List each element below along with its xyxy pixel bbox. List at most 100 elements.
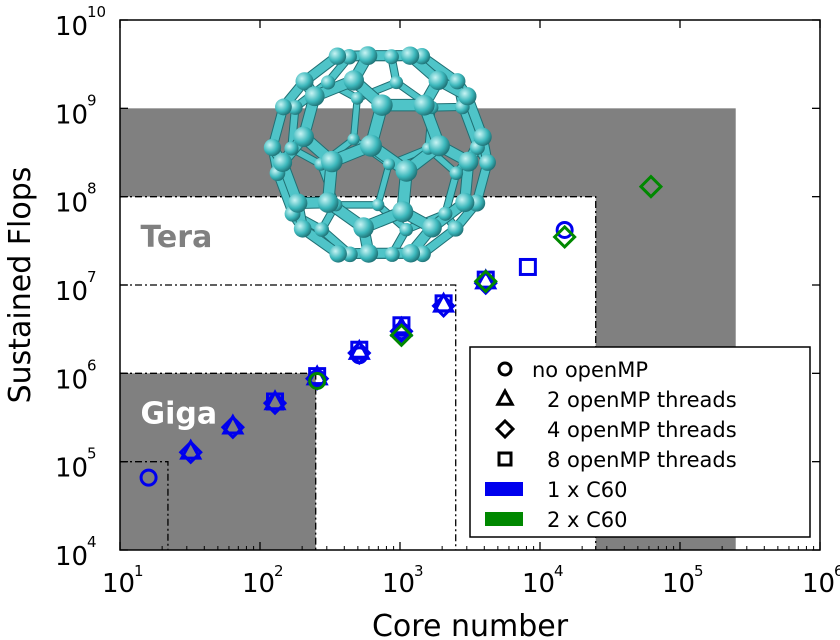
- legend-marker-diamond: [494, 418, 516, 440]
- c60-atom: [263, 138, 282, 157]
- c60-molecule-image: [263, 46, 496, 263]
- data-points: [139, 174, 664, 487]
- c60-atom: [295, 72, 314, 91]
- legend-item-label: 2 openMP threads: [547, 388, 737, 412]
- legend-box: [469, 346, 811, 538]
- y-tick-label: 10: [55, 100, 88, 130]
- c60-bond: [375, 161, 392, 208]
- c60-atom: [360, 134, 382, 157]
- data-point-diamond: [552, 224, 577, 250]
- y-tick-exponent: 5: [87, 445, 97, 463]
- c60-atom: [422, 217, 442, 238]
- c60-atom: [288, 193, 308, 213]
- c60-atom: [382, 158, 396, 171]
- region-boundaries: Peta Tera Giga: [120, 43, 597, 550]
- c60-atom: [343, 70, 364, 91]
- c60-atom: [400, 46, 420, 65]
- data-point-square: [434, 294, 453, 313]
- y-tick-exponent: 6: [87, 356, 97, 374]
- x-tick-label: 10: [242, 569, 275, 599]
- c60-atom: [413, 94, 435, 116]
- c60-atom: [347, 133, 360, 146]
- c60-atom: [371, 198, 385, 212]
- region-label-giga: Giga: [140, 397, 217, 432]
- x-tick-label: 10: [522, 569, 555, 599]
- region-boundary: [120, 461, 169, 550]
- y-tick-exponent: 8: [87, 180, 97, 198]
- c60-atom: [321, 150, 343, 173]
- c60-atom: [284, 141, 299, 156]
- legend-item-label: 2 x C60: [547, 508, 628, 532]
- y-tick-label: 10: [55, 365, 88, 395]
- c60-atom: [275, 98, 292, 116]
- x-tick-exponent: 1: [134, 562, 144, 580]
- data-point-square: [392, 316, 411, 335]
- data-point-diamond: [389, 323, 414, 348]
- data-point-square: [350, 340, 369, 359]
- c60-atom: [473, 127, 492, 146]
- c60-atom: [329, 245, 347, 263]
- y-tick-label: 10: [55, 277, 88, 307]
- c60-atom: [358, 46, 378, 66]
- legend-item-label: 1 x C60: [547, 478, 628, 502]
- c60-atom: [458, 151, 479, 172]
- c60-atom: [447, 220, 464, 237]
- legend-marker-square: [497, 451, 513, 467]
- x-axis-label: Core number: [372, 609, 569, 640]
- c60-atom: [383, 49, 399, 65]
- c60-atom: [449, 73, 466, 90]
- y-tick-label: 10: [55, 12, 88, 42]
- legend-item-label: 8 openMP threads: [547, 448, 737, 472]
- x-tick-label: 10: [102, 569, 135, 599]
- data-point-circle: [308, 371, 327, 390]
- y-axis-label: Sustained Flops: [3, 167, 38, 404]
- c60-atom: [458, 87, 477, 106]
- c60-atom: [317, 192, 339, 213]
- data-point-diamond: [220, 415, 245, 440]
- c60-atom: [353, 217, 374, 238]
- c60-atom: [384, 246, 400, 262]
- x-tick-exponent: 3: [414, 562, 424, 580]
- y-tick-label: 10: [55, 189, 88, 219]
- region-label-tera: Tera: [140, 220, 212, 255]
- c60-atom: [328, 47, 347, 65]
- c60-atom: [399, 222, 414, 237]
- x-tick-exponent: 2: [274, 562, 284, 580]
- x-tick-exponent: 4: [554, 562, 564, 580]
- c60-atom: [293, 126, 314, 148]
- y-tick-label: 10: [55, 454, 88, 484]
- c60-atom: [293, 219, 312, 238]
- c60-atom: [428, 70, 448, 91]
- c60-atom: [479, 154, 496, 171]
- x-tick-exponent: 5: [694, 562, 704, 580]
- region-label-peta: Peta: [140, 43, 217, 78]
- data-point-circle: [139, 468, 158, 487]
- data-point-diamond: [638, 174, 664, 199]
- c60-atom: [350, 91, 364, 105]
- c60-atom: [392, 201, 414, 223]
- c60-atom: [401, 243, 421, 263]
- legend: no openMP 2 openMP threads 4 openMP thread…: [469, 346, 811, 538]
- y-tick-exponent: 4: [87, 533, 97, 551]
- c60-atom: [428, 135, 450, 157]
- c60-atom: [389, 75, 404, 90]
- data-point-triangle: [179, 438, 203, 460]
- data-point-square: [518, 257, 537, 276]
- y-tick-label: 10: [55, 542, 88, 572]
- c60-atom: [455, 192, 475, 213]
- legend-marker-triangle: [495, 387, 515, 406]
- data-point-diamond: [473, 269, 498, 294]
- legend-item-label: 4 openMP threads: [547, 418, 737, 442]
- region-band-4: [120, 461, 168, 550]
- c60-atom: [314, 222, 330, 237]
- region-boundary: [120, 284, 457, 550]
- y-tick-exponent: 10: [87, 3, 106, 21]
- data-point-diamond: [178, 440, 203, 465]
- y-tick-exponent: 9: [87, 91, 97, 109]
- legend-swatch: [485, 512, 523, 526]
- c60-atom: [371, 94, 393, 116]
- x-tick-label: 10: [662, 569, 695, 599]
- c60-atom: [359, 243, 379, 263]
